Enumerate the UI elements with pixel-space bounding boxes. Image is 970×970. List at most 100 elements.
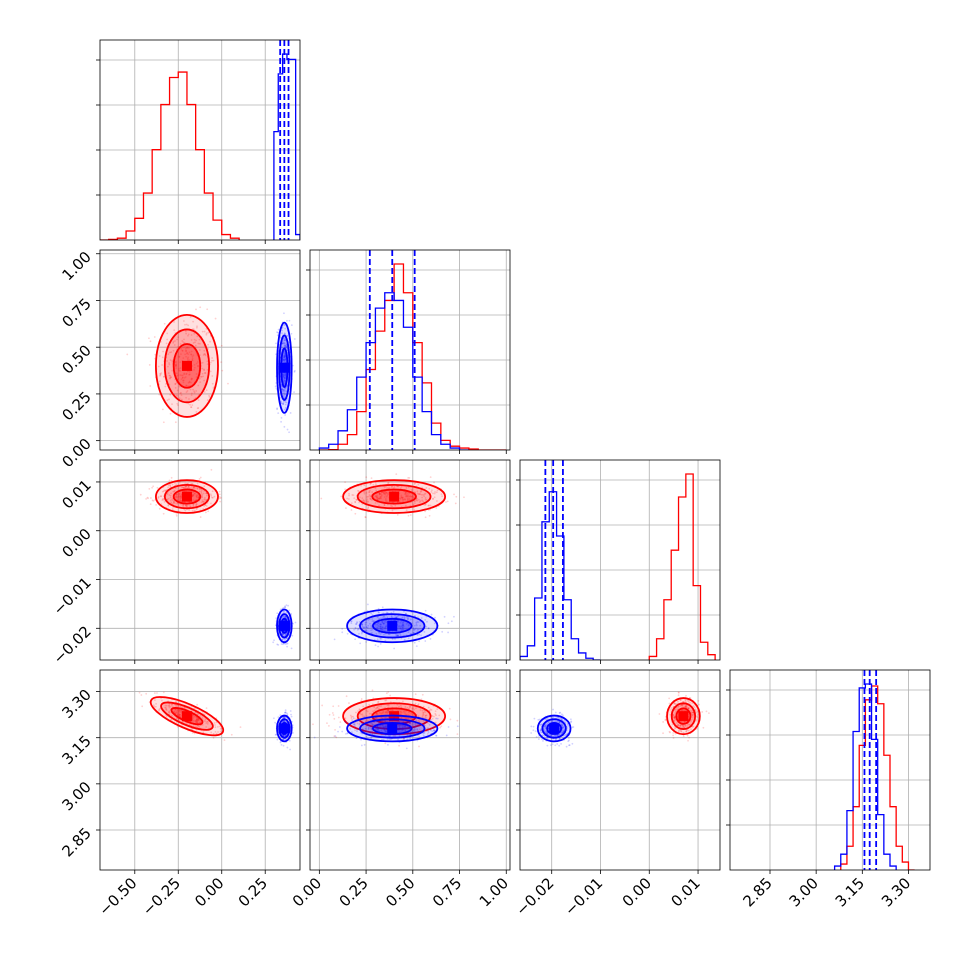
scatter-point: [400, 711, 403, 714]
scatter-point: [185, 504, 187, 507]
scatter-point: [162, 497, 165, 500]
scatter-point: [161, 699, 163, 702]
scatter-point: [404, 717, 407, 719]
scatter-point: [180, 347, 183, 350]
scatter-point: [398, 725, 401, 728]
panel-frame: [309, 249, 511, 451]
scatter-point: [447, 622, 450, 625]
scatter-point: [389, 735, 391, 738]
scatter-point: [354, 627, 357, 630]
scatter-point: [422, 712, 425, 714]
scatter-point: [419, 491, 422, 493]
scatter-point: [374, 716, 377, 719]
scatter-point: [404, 717, 407, 720]
scatter-point: [436, 489, 439, 492]
scatter-point: [393, 486, 396, 488]
scatter-point: [441, 630, 444, 633]
scatter-point: [658, 713, 661, 715]
scatter-point: [320, 497, 323, 500]
scatter-point: [182, 341, 185, 343]
scatter-point: [372, 619, 375, 622]
scatter-point: [692, 713, 694, 716]
scatter-point: [191, 718, 194, 721]
scatter-point: [555, 734, 558, 737]
scatter-point: [355, 737, 358, 740]
scatter-point: [375, 483, 377, 486]
scatter-point: [168, 494, 171, 496]
y-tick-label: 0.00: [58, 435, 94, 471]
scatter-point: [279, 608, 282, 611]
scatter-point: [423, 493, 426, 496]
scatter-point: [282, 734, 285, 737]
scatter-point: [178, 496, 180, 498]
scatter-point: [219, 500, 222, 503]
scatter-point: [381, 727, 384, 730]
scatter-point: [380, 491, 383, 494]
scatter-point: [167, 484, 170, 487]
scatter-point: [416, 728, 419, 730]
scatter-point: [456, 725, 459, 728]
scatter-point: [379, 497, 382, 500]
scatter-point: [549, 744, 552, 746]
scatter-point: [687, 707, 690, 709]
scatter-point: [422, 493, 425, 496]
scatter-point: [377, 720, 380, 723]
scatter-point: [337, 705, 340, 707]
scatter-point: [179, 361, 182, 364]
scatter-point: [401, 626, 404, 629]
scatter-point: [683, 726, 685, 729]
scatter-point: [351, 731, 353, 734]
scatter-point: [180, 495, 182, 498]
scatter-point: [283, 389, 286, 392]
scatter-point: [275, 387, 278, 390]
scatter-point: [361, 625, 364, 628]
scatter-point: [560, 717, 563, 720]
scatter-point: [280, 743, 283, 746]
scatter-point: [176, 402, 179, 405]
scatter-point: [376, 616, 379, 619]
scatter-point: [176, 712, 179, 715]
scatter-point: [168, 479, 171, 482]
scatter-point: [694, 709, 697, 712]
scatter-point: [402, 737, 405, 740]
density-peak-blue: [279, 362, 290, 373]
scatter-point: [410, 712, 413, 715]
scatter-point: [283, 377, 286, 380]
scatter-point: [198, 377, 201, 380]
scatter-point: [174, 363, 177, 366]
x-tick-label: 0.75: [429, 874, 465, 910]
scatter-point: [387, 709, 390, 712]
scatter-point: [198, 487, 201, 490]
scatter-point: [158, 380, 161, 383]
scatter-point: [404, 727, 407, 730]
scatter-point: [691, 714, 694, 716]
scatter-point: [552, 708, 554, 711]
scatter-point: [385, 724, 388, 727]
scatter-point: [168, 711, 171, 714]
scatter-point: [211, 496, 214, 499]
scatter-point: [674, 711, 677, 714]
scatter-point: [391, 509, 394, 512]
scatter-point: [687, 739, 689, 742]
scatter-point: [354, 626, 357, 629]
scatter-point: [664, 718, 667, 721]
scatter-point: [409, 514, 412, 516]
scatter-point: [662, 721, 665, 723]
scatter-point: [168, 362, 170, 364]
scatter-point: [379, 642, 382, 645]
scatter-point: [171, 403, 173, 406]
scatter-point: [152, 499, 155, 502]
scatter-point: [416, 634, 419, 637]
scatter-point: [192, 503, 195, 506]
scatter-point: [361, 713, 364, 716]
scatter-point: [285, 343, 288, 346]
scatter-point: [398, 727, 400, 730]
scatter-point: [190, 406, 192, 409]
scatter-point: [546, 737, 549, 740]
scatter-point: [383, 633, 385, 636]
scatter-point: [201, 367, 204, 370]
scatter-point: [195, 718, 198, 721]
scatter-point: [180, 709, 183, 712]
scatter-point: [430, 613, 433, 616]
scatter-point: [211, 359, 213, 362]
